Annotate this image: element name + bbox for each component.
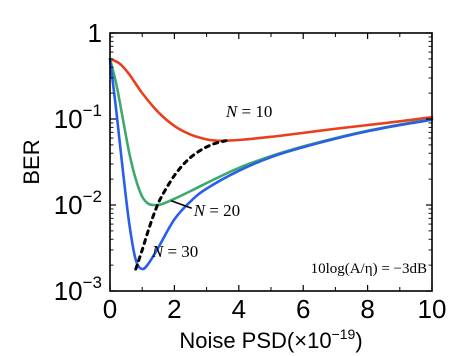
y-tick-label: 10−1: [54, 101, 102, 134]
x-tick-label: 10: [418, 294, 447, 324]
series-label-leader-line: [170, 200, 192, 209]
series-label: N = 10: [225, 102, 272, 121]
series-label: N = 30: [151, 242, 198, 261]
x-tick-label: 8: [360, 294, 374, 324]
x-tick-label: 4: [232, 294, 246, 324]
series-curves: [108, 57, 434, 271]
series-line-n30: [108, 57, 434, 271]
x-tick-label: 2: [167, 294, 181, 324]
y-tick-label: 10−2: [54, 187, 102, 220]
minimum-ber-dashed-line: [134, 139, 228, 271]
x-axis-label-close: ): [355, 328, 362, 353]
y-tick-labels: 1 10−1 10−2 10−3: [54, 18, 102, 306]
series-labels: N = 10 N = 20 N = 30: [151, 102, 272, 261]
y-axis-label: BER: [19, 139, 44, 184]
x-tick-label: 0: [103, 294, 117, 324]
y-tick-label: 10−3: [54, 273, 102, 306]
x-axis-label-exponent: −19: [332, 326, 356, 342]
x-tick-labels: 0 2 4 6 8 10: [103, 294, 447, 324]
x-tick-label: 6: [296, 294, 310, 324]
x-axis-label: Noise PSD(×10−19): [179, 326, 362, 353]
x-axis-label-text: Noise PSD(×10: [179, 328, 331, 353]
axis-ticks: [109, 32, 433, 292]
series-line-n10: [108, 57, 434, 143]
annotation-text: 10log(A/η) = −3dB: [311, 261, 427, 277]
series-label: N = 20: [193, 201, 240, 220]
y-tick-label: 1: [88, 18, 102, 48]
series-line-n20: [108, 57, 434, 207]
